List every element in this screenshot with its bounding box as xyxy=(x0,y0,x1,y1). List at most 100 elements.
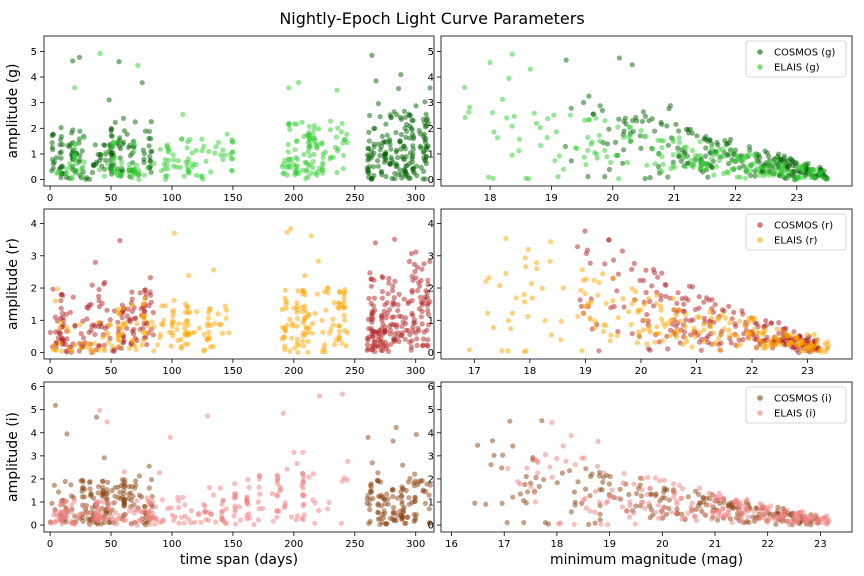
data-point xyxy=(703,295,710,301)
data-point xyxy=(596,132,602,138)
data-point xyxy=(690,317,696,323)
data-point xyxy=(420,300,426,306)
data-point xyxy=(70,294,76,300)
data-point xyxy=(679,516,685,522)
data-point xyxy=(164,162,170,168)
data-point xyxy=(222,303,228,309)
data-point xyxy=(486,174,492,180)
data-point xyxy=(402,320,409,327)
data-point xyxy=(710,508,716,515)
data-point xyxy=(795,519,801,525)
data-point xyxy=(104,419,110,425)
data-point xyxy=(556,153,563,159)
data-point xyxy=(131,148,137,154)
data-point xyxy=(301,133,307,140)
data-point xyxy=(120,324,126,330)
data-point xyxy=(145,323,151,329)
data-point xyxy=(783,331,790,337)
data-point xyxy=(193,147,199,154)
data-point xyxy=(532,499,539,505)
data-point xyxy=(86,176,93,182)
data-point xyxy=(208,511,214,517)
data-point xyxy=(129,302,135,308)
data-point xyxy=(629,266,635,272)
data-point xyxy=(280,410,286,416)
data-point xyxy=(424,117,430,123)
data-point xyxy=(775,163,781,169)
data-point xyxy=(341,290,347,296)
y-tick-label: 3 xyxy=(428,251,434,262)
data-point xyxy=(611,303,617,310)
data-point xyxy=(71,498,77,504)
data-point xyxy=(375,141,381,147)
data-point xyxy=(109,343,115,349)
data-point xyxy=(413,431,419,438)
data-point xyxy=(110,517,116,523)
y-tick-label: 4 xyxy=(428,428,434,439)
data-point xyxy=(412,478,419,484)
data-point xyxy=(69,174,75,181)
data-point xyxy=(383,149,389,155)
data-point xyxy=(72,141,78,147)
data-point xyxy=(62,478,68,485)
data-point xyxy=(256,484,262,490)
data-point xyxy=(523,473,529,480)
data-point xyxy=(586,521,592,528)
data-point xyxy=(472,500,478,506)
data-point xyxy=(125,306,131,312)
y-tick-label: 6 xyxy=(428,382,434,393)
data-point xyxy=(327,127,333,133)
data-point xyxy=(292,345,298,351)
data-point xyxy=(312,520,318,526)
data-point xyxy=(808,168,814,174)
data-point xyxy=(340,140,346,146)
data-point xyxy=(295,315,301,321)
data-point xyxy=(757,154,763,160)
data-point xyxy=(401,296,407,302)
data-point xyxy=(585,173,591,180)
data-point xyxy=(131,139,137,145)
data-point xyxy=(116,143,123,149)
data-point xyxy=(568,105,574,111)
data-point xyxy=(686,283,693,289)
data-point xyxy=(639,487,645,493)
data-point xyxy=(685,494,691,500)
data-point xyxy=(562,143,569,150)
data-point xyxy=(176,520,182,526)
figure-title: Nightly-Epoch Light Curve Parameters xyxy=(279,9,584,28)
data-point xyxy=(505,348,511,354)
data-point xyxy=(675,145,681,151)
data-point xyxy=(78,331,84,337)
data-point xyxy=(698,347,704,353)
data-point xyxy=(391,331,397,337)
data-point xyxy=(310,320,316,327)
axes-frame xyxy=(43,35,435,187)
data-point xyxy=(130,493,136,499)
data-point xyxy=(588,317,594,323)
y-tick-label: 3 xyxy=(428,451,434,462)
data-point xyxy=(503,236,509,242)
data-point xyxy=(368,484,374,490)
data-point xyxy=(414,173,420,179)
data-point xyxy=(149,494,155,500)
data-point xyxy=(548,239,554,245)
data-point xyxy=(201,331,207,337)
data-point xyxy=(281,343,288,349)
data-point xyxy=(406,495,412,501)
data-point xyxy=(307,135,313,141)
data-point xyxy=(773,521,779,527)
data-point xyxy=(229,139,236,145)
data-point xyxy=(366,129,372,135)
data-point xyxy=(218,152,224,158)
data-point xyxy=(676,307,682,313)
data-point xyxy=(282,325,288,331)
data-point xyxy=(402,336,408,342)
data-point xyxy=(119,159,125,165)
data-point xyxy=(52,298,59,304)
data-point xyxy=(657,498,663,504)
data-point xyxy=(290,323,296,329)
data-point xyxy=(686,130,692,136)
data-point xyxy=(426,322,432,328)
